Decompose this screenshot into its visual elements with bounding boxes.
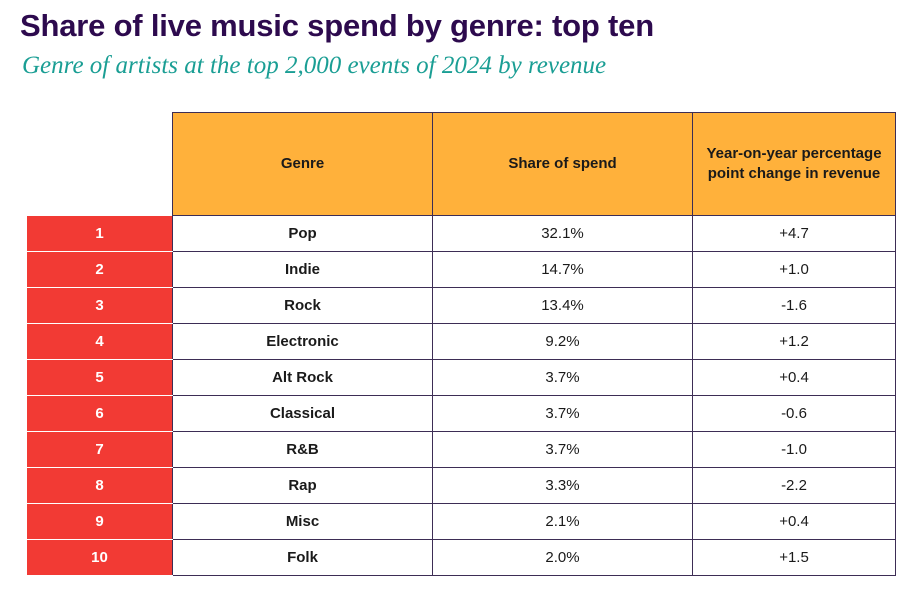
share-cell: 2.1%: [432, 503, 693, 540]
change-cell: +0.4: [692, 503, 896, 540]
rank-cell: 5: [27, 359, 173, 396]
rank-cell: 2: [27, 251, 173, 288]
share-cell: 9.2%: [432, 323, 693, 360]
rank-cell: 4: [27, 323, 173, 360]
table-row: 7 R&B 3.7% -1.0: [27, 431, 896, 468]
chart-title: Share of live music spend by genre: top …: [20, 8, 654, 43]
share-cell: 3.7%: [432, 431, 693, 468]
genre-cell: Electronic: [172, 323, 433, 360]
chart-subtitle: Genre of artists at the top 2,000 events…: [22, 52, 607, 79]
table-row: 10 Folk 2.0% +1.5: [27, 539, 896, 576]
rank-cell: 9: [27, 503, 173, 540]
share-cell: 2.0%: [432, 539, 693, 576]
genre-cell: Classical: [172, 395, 433, 432]
column-header-change: Year-on-year percentage point change in …: [692, 112, 896, 216]
table-corner: [27, 112, 173, 216]
rank-cell: 3: [27, 287, 173, 324]
genre-cell: Alt Rock: [172, 359, 433, 396]
change-cell: +1.5: [692, 539, 896, 576]
table-row: 8 Rap 3.3% -2.2: [27, 467, 896, 504]
table-row: 1 Pop 32.1% +4.7: [27, 215, 896, 252]
rank-cell: 6: [27, 395, 173, 432]
share-cell: 3.7%: [432, 395, 693, 432]
rank-cell: 1: [27, 215, 173, 252]
share-cell: 3.7%: [432, 359, 693, 396]
genre-cell: Rock: [172, 287, 433, 324]
change-cell: -1.6: [692, 287, 896, 324]
column-header-share: Share of spend: [432, 112, 693, 216]
genre-cell: Pop: [172, 215, 433, 252]
genre-cell: Rap: [172, 467, 433, 504]
table-row: 5 Alt Rock 3.7% +0.4: [27, 359, 896, 396]
change-cell: +1.0: [692, 251, 896, 288]
change-cell: -2.2: [692, 467, 896, 504]
genre-cell: Indie: [172, 251, 433, 288]
share-cell: 14.7%: [432, 251, 693, 288]
share-cell: 13.4%: [432, 287, 693, 324]
table-row: 9 Misc 2.1% +0.4: [27, 503, 896, 540]
share-cell: 32.1%: [432, 215, 693, 252]
table-row: 2 Indie 14.7% +1.0: [27, 251, 896, 288]
rank-cell: 10: [27, 539, 173, 576]
change-cell: -0.6: [692, 395, 896, 432]
change-cell: +4.7: [692, 215, 896, 252]
table-row: 4 Electronic 9.2% +1.2: [27, 323, 896, 360]
change-cell: -1.0: [692, 431, 896, 468]
change-cell: +0.4: [692, 359, 896, 396]
genre-cell: R&B: [172, 431, 433, 468]
table-row: 3 Rock 13.4% -1.6: [27, 287, 896, 324]
genre-ranking-table: Genre Share of spend Year-on-year percen…: [27, 112, 896, 576]
table-header-row: Genre Share of spend Year-on-year percen…: [27, 112, 896, 216]
share-cell: 3.3%: [432, 467, 693, 504]
change-cell: +1.2: [692, 323, 896, 360]
table-row: 6 Classical 3.7% -0.6: [27, 395, 896, 432]
rank-cell: 8: [27, 467, 173, 504]
column-header-genre: Genre: [172, 112, 433, 216]
genre-cell: Misc: [172, 503, 433, 540]
genre-cell: Folk: [172, 539, 433, 576]
rank-cell: 7: [27, 431, 173, 468]
